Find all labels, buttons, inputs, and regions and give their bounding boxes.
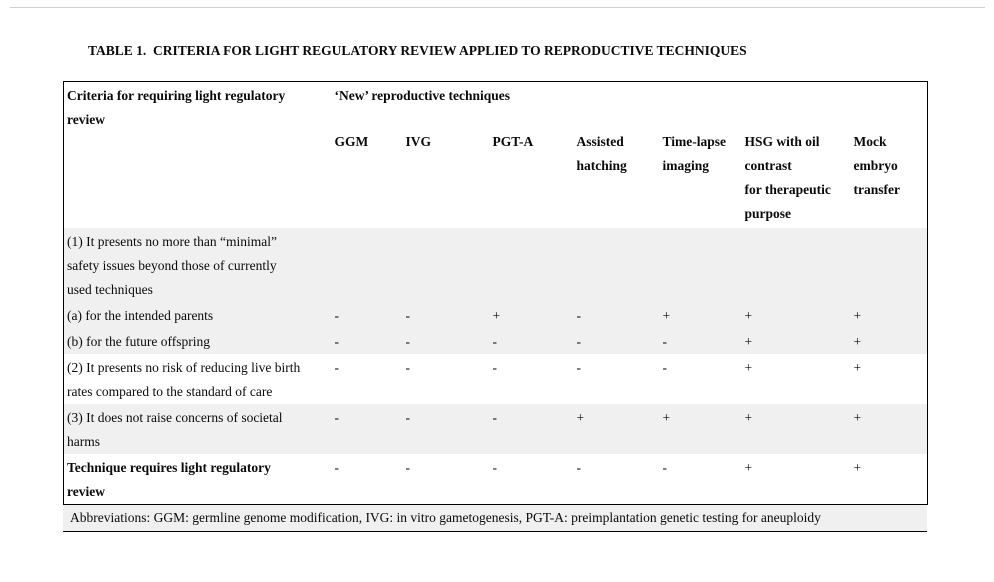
value-cell: - (659, 327, 742, 354)
table-row-criterion-1a: (a) for the intended parents - - + - + +… (63, 301, 928, 328)
table-title: TABLE 1. CRITERIA FOR LIGHT REGULATORY R… (88, 43, 747, 58)
criteria-cell: Technique requires light regulatory revi… (67, 459, 271, 499)
value-cell (331, 227, 403, 302)
value-cell: + (850, 301, 928, 328)
value-cell: - (331, 327, 403, 354)
column-header-assisted-hatching: Assisted hatching (576, 133, 627, 173)
criteria-cell: (b) for the future offspring (63, 327, 332, 354)
value-cell: + (744, 459, 753, 475)
value-cell (402, 227, 490, 302)
value-cell: - (405, 359, 411, 375)
value-cell: + (853, 359, 862, 375)
column-header-time-lapse: Time-lapse imaging (662, 133, 727, 173)
value-cell: - (662, 459, 668, 475)
criteria-cell: (1) It presents no more than “minimal” s… (63, 227, 332, 302)
value-cell: - (331, 403, 403, 454)
value-cell: - (402, 327, 490, 354)
value-cell (741, 227, 851, 302)
criteria-cell: (3) It does not raise concerns of societ… (63, 403, 332, 454)
value-cell: - (331, 301, 403, 328)
value-cell: + (850, 327, 928, 354)
column-header-ggm: GGM (334, 133, 369, 149)
table-row-summary: Technique requires light regulatory revi… (64, 454, 928, 505)
criteria-cell: (2) It presents no risk of reducing live… (67, 359, 301, 399)
value-cell: - (573, 301, 660, 328)
value-cell (489, 227, 574, 302)
value-cell (659, 227, 742, 302)
criteria-table: Criteria for requiring light regulatory … (63, 81, 929, 505)
value-cell: - (662, 359, 668, 375)
table-row-criterion-3: (3) It does not raise concerns of societ… (63, 403, 928, 454)
page-edge-line (10, 7, 985, 8)
table-row-criterion-2: (2) It presents no risk of reducing live… (64, 354, 928, 404)
value-cell: - (576, 459, 582, 475)
value-cell: - (492, 359, 498, 375)
value-cell: - (402, 301, 490, 328)
column-header-pgt-a: PGT-A (492, 133, 534, 149)
group-header-new-techniques: ‘New’ reproductive techniques (334, 88, 510, 103)
column-header-mock-embryo: Mock embryo transfer (853, 133, 900, 197)
value-cell: - (334, 459, 340, 475)
column-header-hsg: HSG with oil contrast for therapeutic pu… (744, 133, 831, 221)
value-cell: - (489, 327, 574, 354)
value-cell: + (489, 301, 574, 328)
value-cell: + (741, 301, 851, 328)
value-cell: + (744, 359, 753, 375)
criteria-cell: (a) for the intended parents (63, 301, 332, 328)
value-cell: + (659, 301, 742, 328)
value-cell: - (492, 459, 498, 475)
value-cell: + (850, 403, 928, 454)
value-cell (850, 227, 928, 302)
value-cell: + (659, 403, 742, 454)
criteria-column-header: Criteria for requiring light regulatory … (67, 88, 286, 127)
value-cell (573, 227, 660, 302)
value-cell: - (573, 327, 660, 354)
value-cell: - (576, 359, 582, 375)
abbreviations-footnote: Abbreviations: GGM: germline genome modi… (63, 504, 927, 532)
header-row-group: Criteria for requiring light regulatory … (64, 82, 928, 128)
value-cell: + (741, 327, 851, 354)
value-cell: + (573, 403, 660, 454)
value-cell: + (741, 403, 851, 454)
value-cell: - (402, 403, 490, 454)
criteria-table-container: Criteria for requiring light regulatory … (63, 81, 929, 532)
table-row-criterion-1b: (b) for the future offspring - - - - - +… (63, 327, 928, 354)
value-cell: - (489, 403, 574, 454)
column-header-ivg: IVG (405, 133, 432, 149)
value-cell: - (334, 359, 340, 375)
value-cell: - (405, 459, 411, 475)
header-row-techniques: GGM IVG PGT-A Assisted hatching Time-lap… (64, 128, 928, 228)
table-row-criterion-1: (1) It presents no more than “minimal” s… (63, 227, 928, 302)
value-cell: + (853, 459, 862, 475)
